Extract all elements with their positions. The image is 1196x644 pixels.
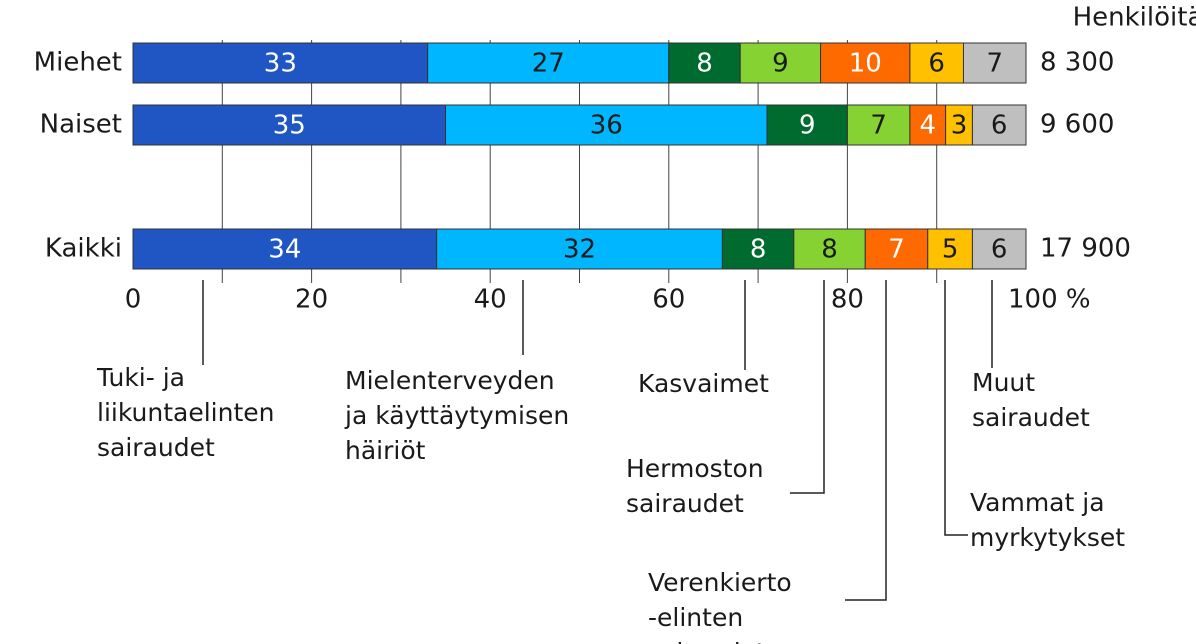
legend-label: Muut sairaudet (972, 368, 1090, 432)
value-label: 8 (750, 235, 767, 265)
value-label: 36 (590, 111, 623, 141)
bar-segment (668, 42, 741, 84)
legend-label: Verenkierto -elinten sairaudet (648, 568, 792, 644)
x-tick-label: 20 (295, 285, 328, 315)
bar-segment (766, 104, 848, 146)
value-label: 7 (888, 235, 905, 265)
value-label: 33 (264, 49, 297, 79)
value-label: 34 (268, 235, 301, 265)
bar-segment (971, 104, 1027, 146)
bar-segment (971, 228, 1027, 270)
bar-segment (820, 42, 911, 84)
legend-label: Tuki- ja liikuntaelinten sairaudet (97, 363, 275, 462)
value-label: 10 (849, 49, 882, 79)
leader-line (845, 280, 887, 601)
legend-label: Kasvaimet (638, 369, 769, 398)
value-label: 7 (986, 49, 1003, 79)
legend-label: Hermoston sairaudet (626, 454, 764, 518)
bar-segment (132, 104, 447, 146)
bar-segment (909, 42, 964, 84)
value-label: 6 (928, 49, 945, 79)
legend-label: Vammat ja myrkytykset (970, 488, 1126, 552)
x-tick-label: 40 (474, 285, 507, 315)
value-label: 9 (772, 49, 789, 79)
bar-segment (436, 228, 723, 270)
x-tick-label: 100 % (1008, 285, 1091, 315)
legend-label: Mielenterveyden ja käyttäytymisen häiriö… (345, 366, 570, 465)
value-label: 7 (870, 111, 887, 141)
leader-line (944, 280, 968, 536)
bar-segment (132, 42, 429, 84)
value-label: 35 (273, 111, 306, 141)
bar-segment (927, 228, 973, 270)
value-label: 8 (696, 49, 713, 79)
value-label: 8 (821, 235, 838, 265)
bar-segment (427, 42, 670, 84)
value-label: 9 (799, 111, 816, 141)
category-label: Kaikki (45, 234, 122, 264)
value-label: 27 (532, 49, 565, 79)
total-label: 9 600 (1040, 110, 1114, 140)
bar-segment (739, 42, 822, 84)
bar-segment (962, 42, 1027, 84)
value-label: 3 (951, 111, 968, 141)
category-label: Miehet (34, 48, 122, 78)
value-label: 6 (991, 111, 1008, 141)
leader-line (790, 280, 825, 494)
totals-title: Henkilöitä (1073, 3, 1196, 33)
category-label: Naiset (40, 110, 122, 140)
total-label: 17 900 (1040, 234, 1131, 264)
value-label: 5 (942, 235, 959, 265)
x-tick-label: 60 (652, 285, 685, 315)
x-tick-label: 80 (831, 285, 864, 315)
bar-segment (445, 104, 768, 146)
bar-segment (945, 104, 973, 146)
x-tick-label: 0 (125, 285, 142, 315)
value-label: 6 (991, 235, 1008, 265)
bar-segment (909, 104, 947, 146)
value-label: 4 (919, 111, 936, 141)
value-label: 32 (563, 235, 596, 265)
bar-segment (846, 104, 911, 146)
total-label: 8 300 (1040, 48, 1114, 78)
